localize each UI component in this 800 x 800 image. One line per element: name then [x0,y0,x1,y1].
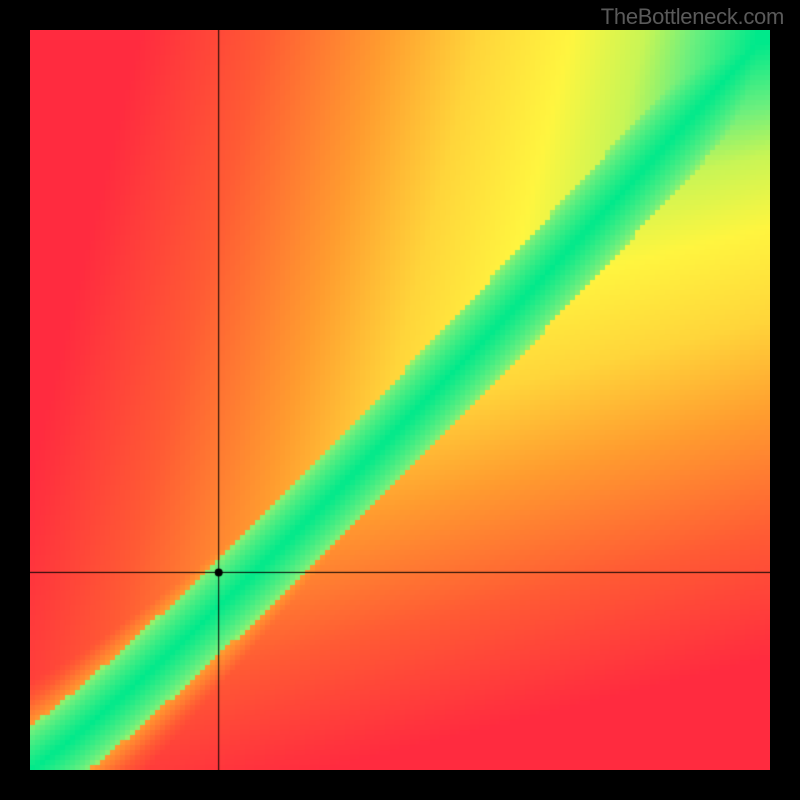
bottleneck-heatmap [30,30,770,770]
chart-container: TheBottleneck.com [0,0,800,800]
attribution-label: TheBottleneck.com [601,4,784,30]
